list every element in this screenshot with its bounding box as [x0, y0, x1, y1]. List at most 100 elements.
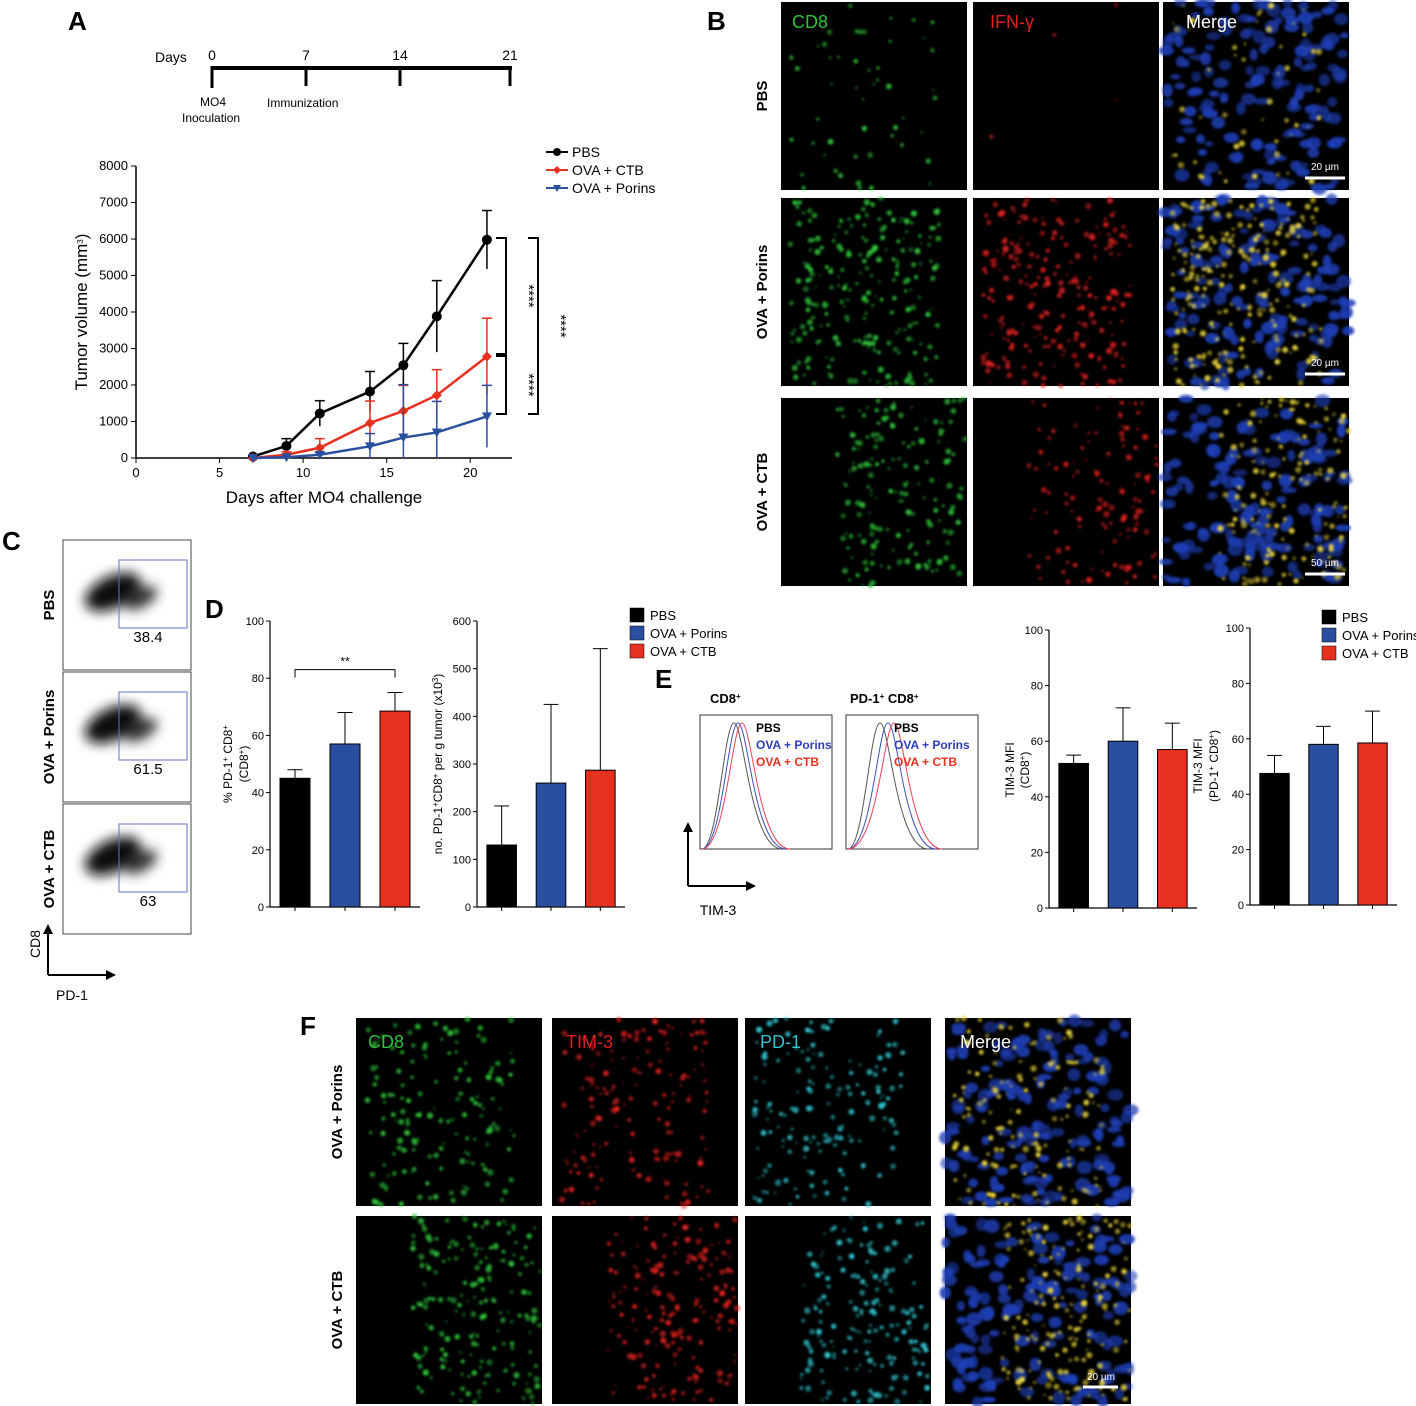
f-tile-1-2-dot-178 — [896, 1375, 899, 1378]
e-hist-title-0: CD8+ — [710, 691, 741, 706]
f-tile-1-0-dot-141 — [410, 1305, 416, 1310]
f-tile-1-3-nucleus-32 — [956, 1316, 968, 1325]
b-tile-2-2-dot-120 — [1340, 440, 1343, 443]
a-legend-marker-1 — [553, 166, 561, 174]
b-tile-0-0-dot-42 — [816, 45, 820, 48]
f-tile-1-0-dot-4 — [447, 1245, 452, 1249]
f-tile-1-3-dot-127 — [1069, 1302, 1074, 1306]
f-tile-0-3-dot-84 — [1036, 1198, 1040, 1202]
f-tile-1-1-dot-223 — [684, 1236, 691, 1243]
b-tile-1-0-dot-209 — [864, 312, 868, 315]
b-tile-0-2-nucleus-91 — [1232, 151, 1244, 163]
f-tile-1-2-dot-155 — [826, 1284, 831, 1289]
f-tile-0-0-dot-46 — [508, 1177, 514, 1183]
f-tile-0-3-dot-56 — [1000, 1147, 1005, 1152]
f-tile-1-1-dot-5 — [608, 1300, 611, 1303]
b-tile-1-1-dot-115 — [1002, 245, 1009, 253]
f-tile-1-3-dot-119 — [1017, 1386, 1021, 1390]
b-tile-1-1-dot-216 — [1017, 220, 1021, 224]
f-tile-0-3-nucleus-37 — [968, 1178, 979, 1188]
b-tile-1-1-dot-143 — [1003, 275, 1010, 282]
b-tile-1-1-dot-142 — [982, 267, 987, 272]
f-tile-0-0-dot-144 — [374, 1065, 379, 1069]
f-tile-0-2-dot-83 — [876, 1033, 881, 1037]
b-tile-1-1-dot-226 — [1032, 217, 1038, 223]
f-tile-1-2-dot-140 — [896, 1220, 900, 1224]
b-tile-2-2-nucleus-62 — [1209, 480, 1219, 487]
b-tile-2-1-dot-32 — [1146, 479, 1150, 483]
f-tile-1-3-dot-163 — [1097, 1363, 1103, 1369]
b-tile-2-1-dot-48 — [1034, 466, 1039, 472]
b-tile-1-2-dot-146 — [1205, 265, 1210, 270]
b-tile-1-0-dot-8 — [812, 381, 817, 386]
b-tile-2-0-dot-56 — [875, 398, 881, 404]
f-tile-1-3-nucleus-140 — [977, 1344, 993, 1355]
f-tile-0-2-dot-11 — [761, 1043, 764, 1046]
b-tile-0-2-nucleus-140 — [1299, 122, 1314, 130]
b-tile-2-2-dot-58 — [1333, 501, 1338, 505]
f-tile-1-2-dot-221 — [821, 1250, 825, 1254]
b-tile-2-2-dot-138 — [1274, 523, 1280, 529]
b-tile-2-2 — [1157, 394, 1353, 587]
e-hist-title-1-part-3: + — [914, 692, 919, 701]
f-tile-0-3-dot-1 — [1096, 1146, 1101, 1151]
f-tile-0-0-dot-51 — [485, 1142, 490, 1147]
f-tile-1-0-dot-34 — [531, 1307, 538, 1314]
f-tile-1-1-dot-214 — [717, 1378, 723, 1384]
b-tile-1-2-dot-87 — [1240, 354, 1246, 359]
f-tile-1-2-dot-200 — [842, 1397, 847, 1402]
a-ylabel: Tumor volume (mm3) — [72, 234, 91, 391]
b-tile-1-1-dot-232 — [1125, 230, 1129, 233]
f-tile-1-3-dot-174 — [1077, 1263, 1081, 1267]
f-tile-0-1-dot-122 — [668, 1152, 673, 1156]
b-tile-2-0-dot-132 — [868, 583, 873, 588]
b-tile-1-2-dot-131 — [1247, 304, 1253, 310]
b-tile-1-0-dot-116 — [888, 381, 892, 386]
f-tile-1-2-dot-118 — [858, 1363, 862, 1367]
f-tile-1-3-dot-147 — [1045, 1382, 1052, 1389]
b-tile-1-1-dot-144 — [1045, 248, 1051, 253]
b-tile-2-1-dot-18 — [1054, 530, 1058, 535]
f-tile-1-3-nucleus-122 — [984, 1380, 994, 1388]
b-tile-1-2-dot-210 — [1170, 210, 1176, 216]
b-tile-0-0-dot-57 — [816, 117, 820, 121]
b-tile-1-1-dot-56 — [1033, 293, 1036, 296]
b-tile-0-2-nucleus-131 — [1245, 65, 1254, 76]
b-tile-1-2-nucleus-118 — [1239, 261, 1249, 274]
b-tile-1-2-dot-94 — [1191, 303, 1197, 309]
f-tile-0-3-nucleus-96 — [950, 1022, 967, 1031]
b-tile-0-2-nucleus-74 — [1282, 0, 1293, 9]
b-tile-2-2-dot-143 — [1301, 576, 1304, 579]
b-tile-2-1-dot-33 — [1096, 406, 1100, 410]
b-tile-1-0-dot-214 — [836, 243, 843, 250]
b-tile-1-0-dot-216 — [879, 297, 884, 302]
f-tile-1-1-dot-51 — [659, 1318, 664, 1323]
b-tile-1-1-dot-227 — [1004, 363, 1011, 370]
b-tile-1-1-dot-128 — [1029, 284, 1034, 289]
f-tile-0-0-dot-68 — [414, 1023, 421, 1030]
f-tile-1-1-dot-228 — [614, 1384, 617, 1387]
f-tile-0-0-dot-77 — [495, 1076, 502, 1083]
b-tile-0-2-dot-6 — [1302, 8, 1305, 12]
b-tile-2-0-dot-113 — [924, 419, 927, 422]
f-tile-0-1-dot-94 — [585, 1076, 590, 1081]
b-tile-2-2-dot-77 — [1261, 461, 1264, 464]
f-tile-1-0-dot-112 — [417, 1217, 425, 1225]
c-row-label-0: PBS — [41, 590, 58, 621]
f-tile-1-3-nucleus-96 — [1101, 1290, 1112, 1302]
b-tile-1-0-dot-49 — [847, 217, 852, 222]
b-tile-1-1-dot-241 — [1062, 354, 1065, 357]
f-tile-1-2-dot-129 — [825, 1396, 829, 1400]
f-tile-1-2-dot-59 — [911, 1313, 917, 1319]
b-tile-2-1-dot-57 — [1094, 470, 1100, 477]
b-tile-1-1-dot-86 — [1123, 234, 1128, 239]
f-tile-0-2-dot-155 — [761, 1053, 768, 1061]
f-tile-1-2-dot-212 — [912, 1281, 916, 1285]
f-tile-0-2-bg — [745, 1018, 931, 1206]
b-tile-2-1-dot-139 — [1090, 567, 1094, 571]
f-tile-1-3-dot-158 — [1073, 1387, 1077, 1392]
f-tile-0-2-dot-158 — [756, 1026, 763, 1033]
b-tile-1-0-dot-121 — [854, 214, 861, 220]
